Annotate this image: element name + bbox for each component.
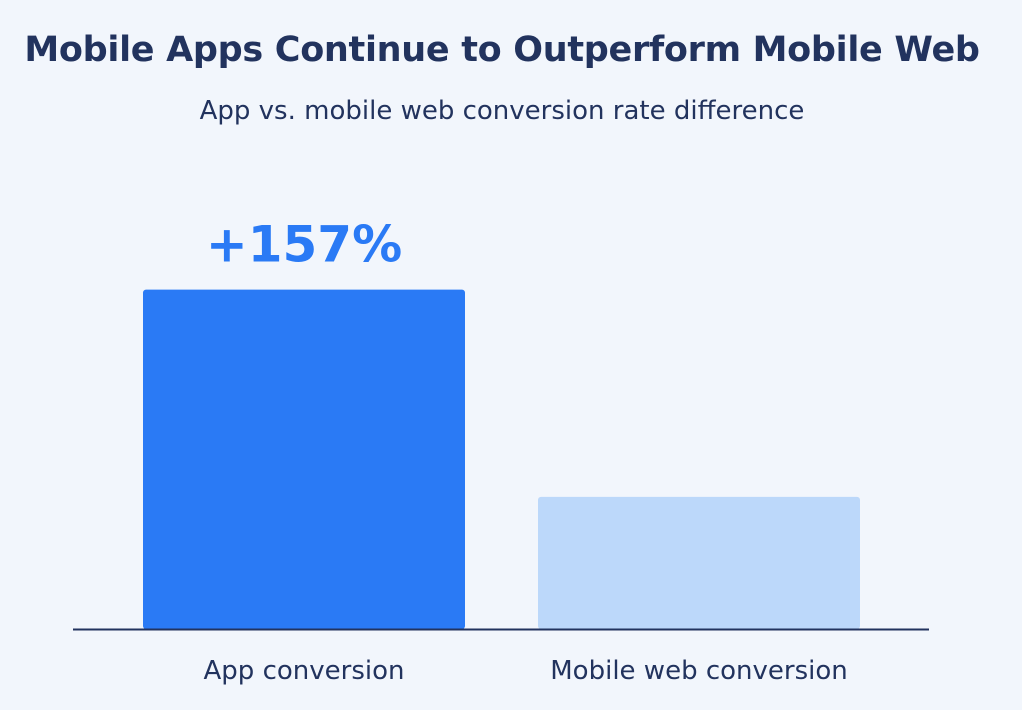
category-label-1: App conversion (204, 656, 405, 686)
category-label-2: Mobile web conversion (550, 656, 848, 686)
value-label-1: +157% (206, 216, 402, 274)
bars-group (143, 289, 860, 629)
chart-subtitle: App vs. mobile web conversion rate diffe… (199, 96, 805, 126)
chart-title: Mobile Apps Continue to Outperform Mobil… (24, 30, 980, 70)
bar-1 (143, 289, 465, 629)
labels-group: App conversion +157% Mobile web conversion (204, 216, 848, 686)
bar-2 (538, 496, 860, 629)
